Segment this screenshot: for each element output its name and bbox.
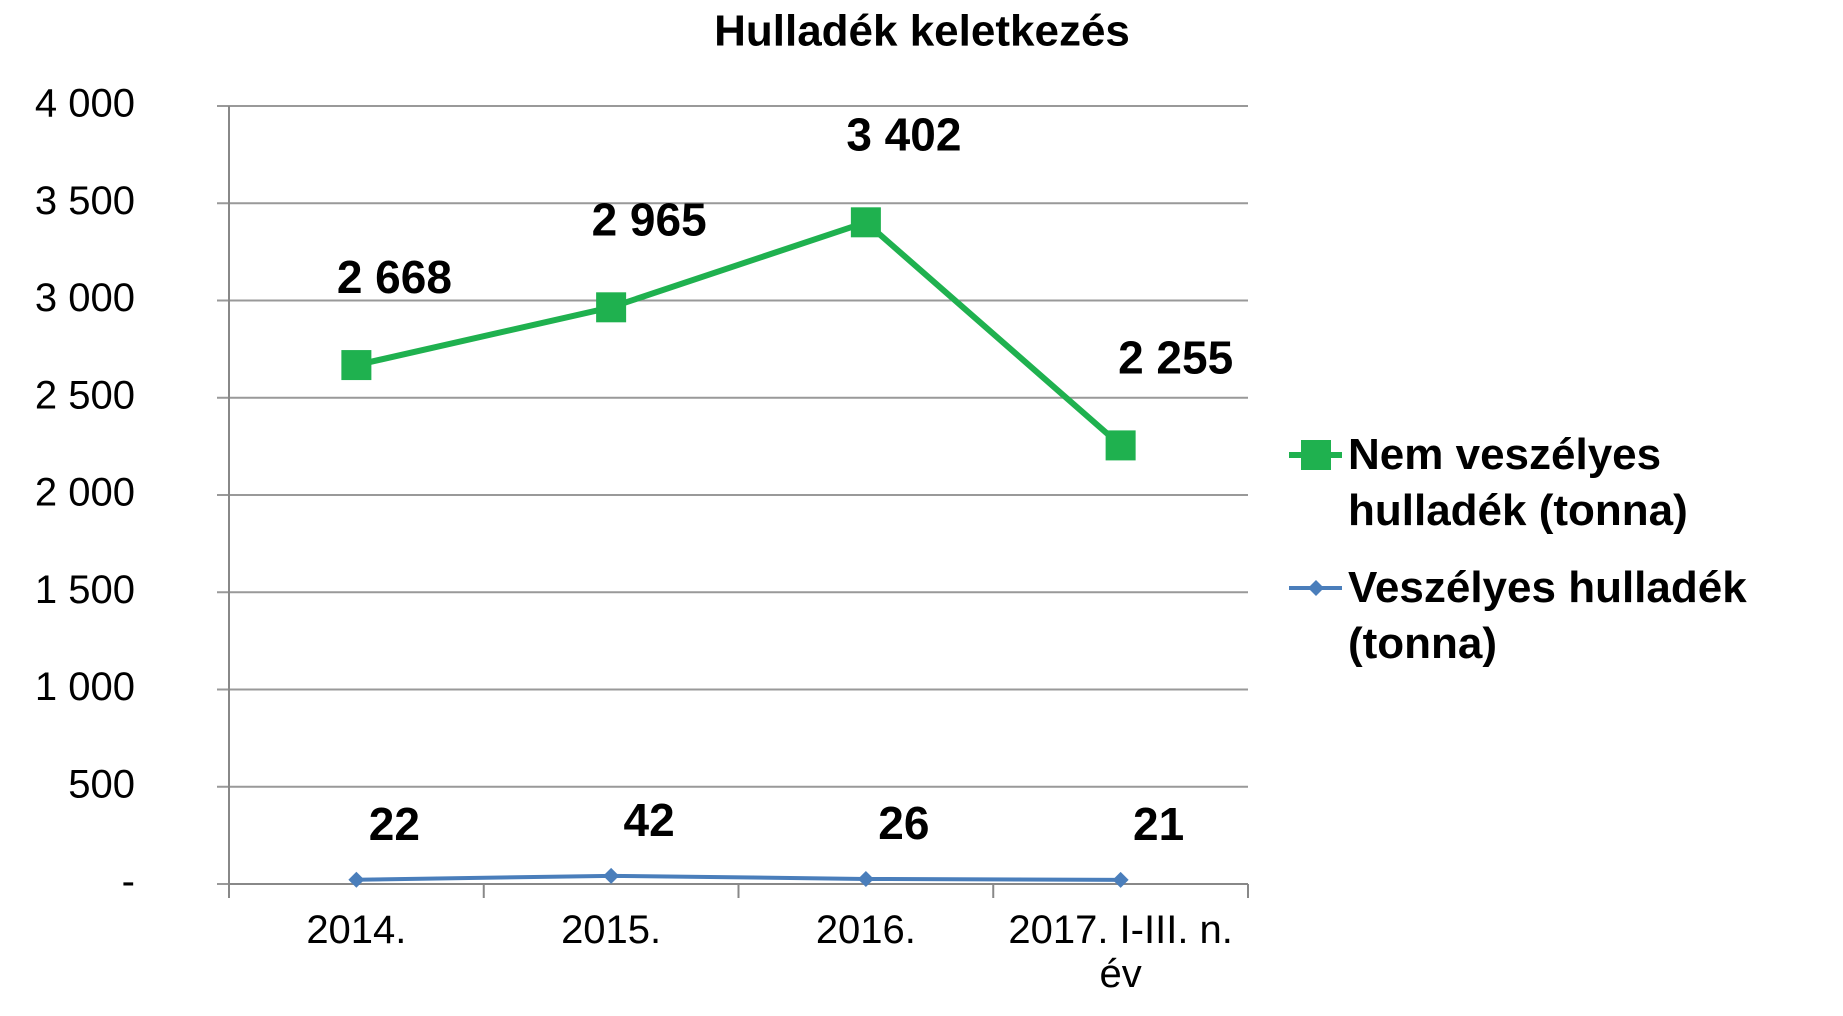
legend-marker [1308, 580, 1324, 596]
marker [603, 867, 620, 884]
legend-marker [1301, 440, 1331, 470]
y-tick-label: 4 000 [35, 82, 135, 126]
data-label: 42 [624, 794, 675, 846]
data-label: 3 402 [846, 108, 961, 160]
series-line [355, 219, 1123, 448]
marker [341, 350, 372, 381]
data-label: 2 255 [1118, 332, 1233, 384]
y-tick-label: - [122, 860, 135, 904]
marker [596, 292, 627, 323]
data-label: 2 965 [592, 193, 707, 245]
x-tick-label: 2016. [815, 908, 916, 952]
data-label: 21 [1133, 798, 1184, 850]
x-tick-label: 2017. I-III. n. év [1008, 908, 1233, 996]
legend-label: Nem veszélyes hulladék (tonna) [1348, 430, 1688, 535]
marker [857, 870, 874, 887]
marker [348, 871, 365, 888]
marker [1105, 430, 1136, 461]
y-tick-label: 500 [68, 762, 135, 806]
y-tick-label: 1 500 [35, 568, 135, 612]
x-tick-label: 2015. [561, 908, 662, 952]
chart-title: Hulladék keletkezés [714, 7, 1130, 56]
y-tick-label: 2 000 [35, 471, 135, 515]
series-line [356, 873, 1121, 882]
y-tick-label: 3 500 [35, 179, 135, 223]
y-tick-label: 3 000 [35, 276, 135, 320]
legend-label: Veszélyes hulladék (tonna) [1348, 563, 1747, 668]
x-tick-label: 2014. [306, 908, 407, 952]
data-label: 2 668 [337, 251, 452, 303]
marker [1112, 871, 1129, 888]
y-tick-label: 1 000 [35, 665, 135, 709]
y-tick-label: 2 500 [35, 373, 135, 417]
data-label: 22 [369, 798, 420, 850]
data-label: 26 [878, 797, 929, 849]
marker [850, 207, 881, 238]
